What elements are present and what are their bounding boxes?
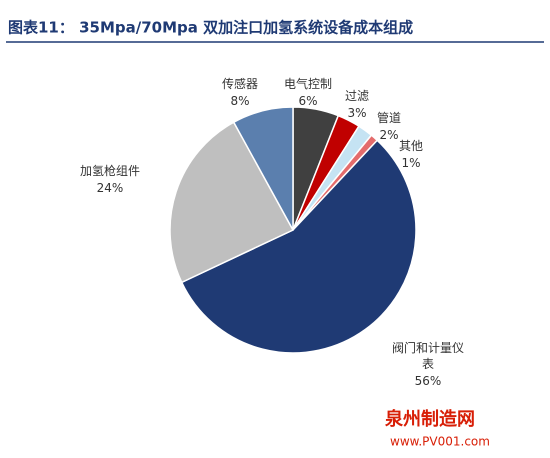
slice-label: 加氢枪组件	[79, 164, 140, 178]
slice-value: 3%	[347, 106, 367, 120]
watermark-name: 泉州制造网	[385, 408, 475, 430]
slice-value: 2%	[379, 128, 399, 142]
slice-value: 24%	[96, 181, 124, 195]
slice-value: 1%	[401, 156, 421, 170]
chart-title: 图表11： 35Mpa/70Mpa 双加注口加氢系统设备成本组成	[8, 19, 413, 37]
slice-label: 其他	[398, 139, 423, 153]
slice-value: 56%	[414, 374, 442, 388]
watermark-url: www.PV001.com	[390, 435, 490, 449]
slice-value: 6%	[298, 94, 318, 108]
pie-slice	[232, 106, 294, 231]
slice-label: 电气控制	[283, 77, 332, 91]
slice-label: 管道	[376, 111, 401, 125]
pie-slice	[169, 121, 295, 284]
slice-label: 阀门和计量仪表	[391, 341, 464, 371]
pie-slice	[180, 139, 417, 354]
slice-label: 传感器	[221, 77, 258, 91]
slice-label: 过滤	[344, 89, 369, 103]
slice-value: 8%	[230, 94, 250, 108]
